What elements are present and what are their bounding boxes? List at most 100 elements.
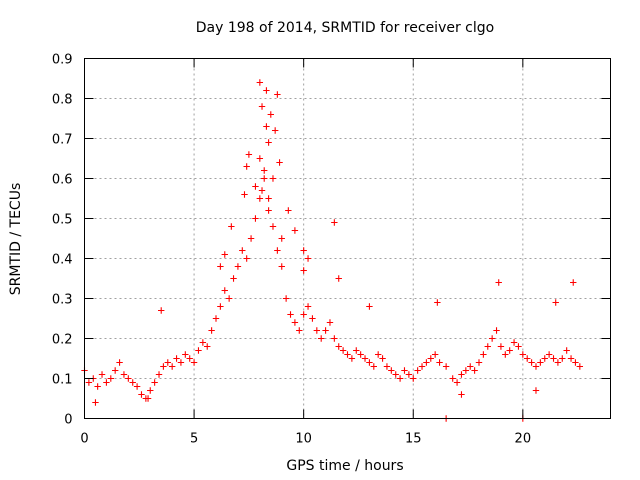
y-tick-label: 0.6 (52, 173, 73, 188)
outlier-point (570, 279, 577, 286)
outlier-point (304, 255, 312, 262)
data-point (326, 319, 334, 326)
data-point (212, 315, 220, 322)
data-point (410, 375, 417, 382)
data-point (234, 263, 242, 270)
outlier-point (258, 103, 266, 110)
data-point (313, 327, 321, 334)
data-point (274, 247, 281, 254)
outlier-point (263, 123, 270, 130)
data-point (138, 391, 145, 398)
data-point (348, 355, 356, 362)
data-point (357, 351, 364, 358)
data-point (103, 379, 110, 386)
outlier-point (291, 227, 299, 234)
outlier-point (261, 167, 268, 174)
data-point (160, 363, 167, 370)
outlier-point (256, 79, 264, 86)
outlier-point (300, 247, 307, 254)
data-point (563, 347, 570, 354)
outlier-point (331, 219, 338, 226)
y-tick-label: 0.8 (52, 93, 73, 108)
data-point (545, 351, 553, 358)
plot-frame (84, 58, 611, 419)
data-point (265, 207, 272, 214)
outlier-point (263, 87, 270, 94)
data-point (502, 351, 509, 358)
data-point (541, 355, 548, 362)
data-point (252, 215, 259, 222)
data-point (510, 339, 518, 346)
data-point (125, 375, 132, 382)
data-point (374, 351, 382, 358)
outlier-point (552, 299, 559, 306)
data-point (335, 343, 342, 350)
data-point (120, 371, 128, 378)
outlier-point (217, 263, 224, 270)
data-point (379, 355, 386, 362)
data-point (436, 359, 443, 366)
data-point (291, 319, 299, 326)
outlier-point (458, 391, 465, 398)
outlier-point (267, 111, 274, 118)
data-point (269, 223, 277, 230)
outlier-point (158, 307, 165, 314)
data-point (199, 339, 207, 346)
data-point (173, 355, 180, 362)
outlier-point (532, 387, 540, 394)
data-point (217, 303, 224, 310)
data-point (94, 383, 101, 390)
data-point (182, 351, 189, 358)
data-point (243, 255, 250, 262)
data-point (318, 335, 325, 342)
data-point (480, 351, 487, 358)
data-point (278, 263, 285, 270)
data-point (129, 379, 136, 386)
x-tick-label: 0 (80, 432, 88, 447)
data-point (247, 235, 255, 242)
y-tick-label: 0 (64, 413, 72, 428)
data-point (322, 327, 329, 334)
outlier-point (285, 207, 292, 214)
data-point (475, 359, 483, 366)
data-point (449, 375, 456, 382)
data-point (462, 367, 470, 374)
y-tick-label: 0.1 (52, 373, 73, 388)
data-point (572, 359, 579, 366)
data-point (239, 247, 246, 254)
y-tick-label: 0.2 (52, 333, 73, 348)
data-point (111, 367, 119, 374)
data-point (282, 295, 290, 302)
data-point (537, 359, 544, 366)
data-point (204, 343, 211, 350)
data-point (230, 275, 237, 282)
data-point (300, 311, 307, 318)
data-point (383, 363, 391, 370)
data-point (453, 379, 461, 386)
tick-labels: 0 0.1 0.2 0.3 0.4 0.5 0.6 0.7 0.8 0.9 0 5 10 15 20 (52, 53, 531, 447)
y-tick-label: 0.7 (52, 133, 73, 148)
data-point (467, 363, 474, 370)
data-point (405, 371, 413, 378)
outlier-point (241, 191, 248, 198)
x-tick-label: 5 (190, 432, 198, 447)
data-point (392, 371, 399, 378)
outlier-point (243, 163, 250, 170)
x-axis-label: GPS time / hours (286, 458, 403, 474)
data-point (401, 367, 408, 374)
y-tick-label: 0.5 (52, 213, 73, 228)
data-point (488, 335, 496, 342)
data-point (190, 359, 198, 366)
data-point (195, 347, 202, 354)
x-tick-label: 20 (515, 432, 532, 447)
data-point (418, 363, 426, 370)
data-point (493, 327, 500, 334)
data-point (427, 355, 434, 362)
outlier-point (228, 223, 235, 230)
x-tick-label: 10 (295, 432, 312, 447)
data-point (155, 371, 163, 378)
data-point (366, 359, 373, 366)
data-point (151, 379, 158, 386)
data-point (116, 359, 123, 366)
